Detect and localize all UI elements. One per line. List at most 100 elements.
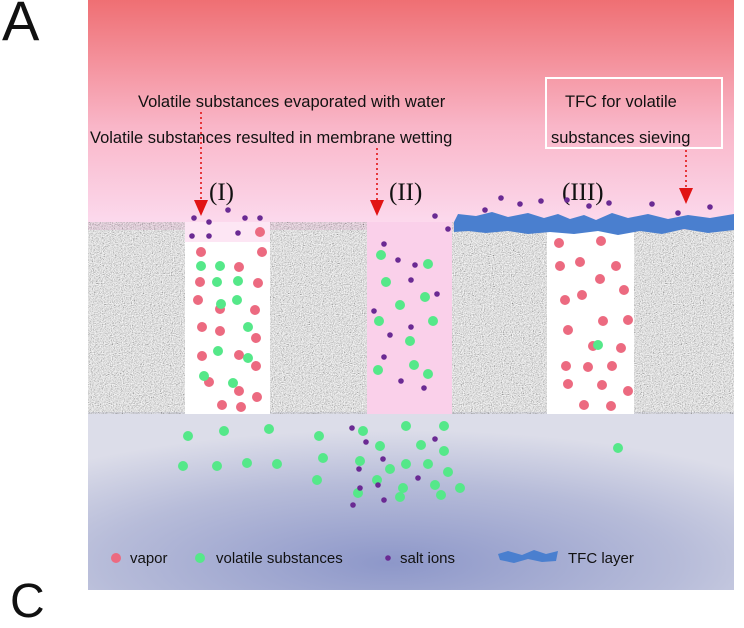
salt-ion (586, 203, 592, 209)
salt-ion (235, 230, 241, 236)
salt-ion (649, 201, 655, 207)
vapor-particle (196, 247, 206, 257)
salt-ion (257, 215, 263, 221)
salt-ion (350, 502, 356, 508)
vapor-particle (255, 227, 265, 237)
salt-ion (408, 277, 414, 283)
salt-ion (375, 482, 381, 488)
legend: vapor volatile substances salt ions TFC … (111, 550, 634, 567)
salt-ion (242, 215, 248, 221)
salt-ion (434, 291, 440, 297)
volatile-particle (401, 421, 411, 431)
vapor-particle (606, 401, 616, 411)
volatile-particle (372, 475, 382, 485)
salt-ion (381, 497, 387, 503)
volatile-particle (373, 365, 383, 375)
pore-3 (547, 232, 634, 414)
vapor-particle (560, 295, 570, 305)
volatile-particle (398, 483, 408, 493)
vapor-particle (250, 305, 260, 315)
vapor-particle (251, 361, 261, 371)
arrows (194, 112, 693, 216)
salt-ion (357, 485, 363, 491)
salt-ion (189, 233, 195, 239)
pore-label-2: (II) (389, 179, 422, 206)
salt-ion (191, 215, 197, 221)
membrane-diagram: Volatile substances evaporated with wate… (88, 0, 734, 590)
tfc-layer (454, 212, 734, 235)
vapor-particle (234, 350, 244, 360)
volatile-particle (212, 461, 222, 471)
volatile-particle (243, 353, 253, 363)
salt-ion (707, 204, 713, 210)
volatile-particle (355, 456, 365, 466)
vapor-particle (215, 326, 225, 336)
vapor-particle (619, 285, 629, 295)
volatile-particle (219, 426, 229, 436)
salt-ion (398, 378, 404, 384)
pore-label-1: (I) (209, 179, 234, 206)
legend-volatile-dot (195, 553, 205, 563)
vapor-particle (607, 361, 617, 371)
vapor-particle (596, 236, 606, 246)
volatile-particle (405, 336, 415, 346)
salt-ion (538, 198, 544, 204)
vapor-particle (236, 402, 246, 412)
vapor-particle (251, 333, 261, 343)
volatile-particle (358, 426, 368, 436)
volatile-particle (613, 443, 623, 453)
salt-ion (432, 213, 438, 219)
salt-ion (356, 466, 362, 472)
vapor-particle (234, 262, 244, 272)
membrane-segment-3 (452, 222, 547, 414)
legend-salt-label: salt ions (400, 550, 455, 567)
volatile-particle (242, 458, 252, 468)
volatile-particle (233, 276, 243, 286)
volatile-particle (264, 424, 274, 434)
volatile-particle (272, 459, 282, 469)
volatile-particle (215, 261, 225, 271)
salt-ion (206, 233, 212, 239)
vapor-particle (555, 261, 565, 271)
volatile-particle (420, 292, 430, 302)
vapor-particle (623, 315, 633, 325)
volatile-particle (232, 295, 242, 305)
vapor-particle (611, 261, 621, 271)
salt-ion (415, 475, 421, 481)
salt-ion (408, 324, 414, 330)
salt-ion (380, 456, 386, 462)
salt-ion (498, 195, 504, 201)
label-wetting: Volatile substances resulted in membrane… (90, 129, 452, 147)
vapor-particle (575, 257, 585, 267)
volatile-particle (395, 300, 405, 310)
volatile-particle (228, 378, 238, 388)
vapor-particle (195, 277, 205, 287)
label-tfc-line1: TFC for volatile (565, 93, 677, 111)
volatile-particle (409, 360, 419, 370)
volatile-particle (178, 461, 188, 471)
salt-ion (206, 219, 212, 225)
vapor-particle (554, 238, 564, 248)
salt-ion (412, 262, 418, 268)
membrane (88, 222, 734, 414)
legend-volatile-label: volatile substances (216, 550, 343, 567)
vapor-particle (193, 295, 203, 305)
legend-tfc-swatch (498, 550, 558, 563)
arrow-evaporated-head (194, 200, 208, 216)
panel-letter: A (2, 0, 40, 52)
vapor-particle (257, 247, 267, 257)
volatile-particle (212, 277, 222, 287)
salt-ion (432, 436, 438, 442)
vapor-particle (197, 351, 207, 361)
salt-ion (387, 332, 393, 338)
volatile-particle (401, 459, 411, 469)
vapor-particle (616, 343, 626, 353)
volatile-particle (318, 453, 328, 463)
volatile-particle (593, 340, 603, 350)
vapor-particle (561, 361, 571, 371)
volatile-particle (436, 490, 446, 500)
volatile-particle (183, 431, 193, 441)
volatile-particle (314, 431, 324, 441)
volatile-particle (395, 492, 405, 502)
vapor-particle (623, 386, 633, 396)
